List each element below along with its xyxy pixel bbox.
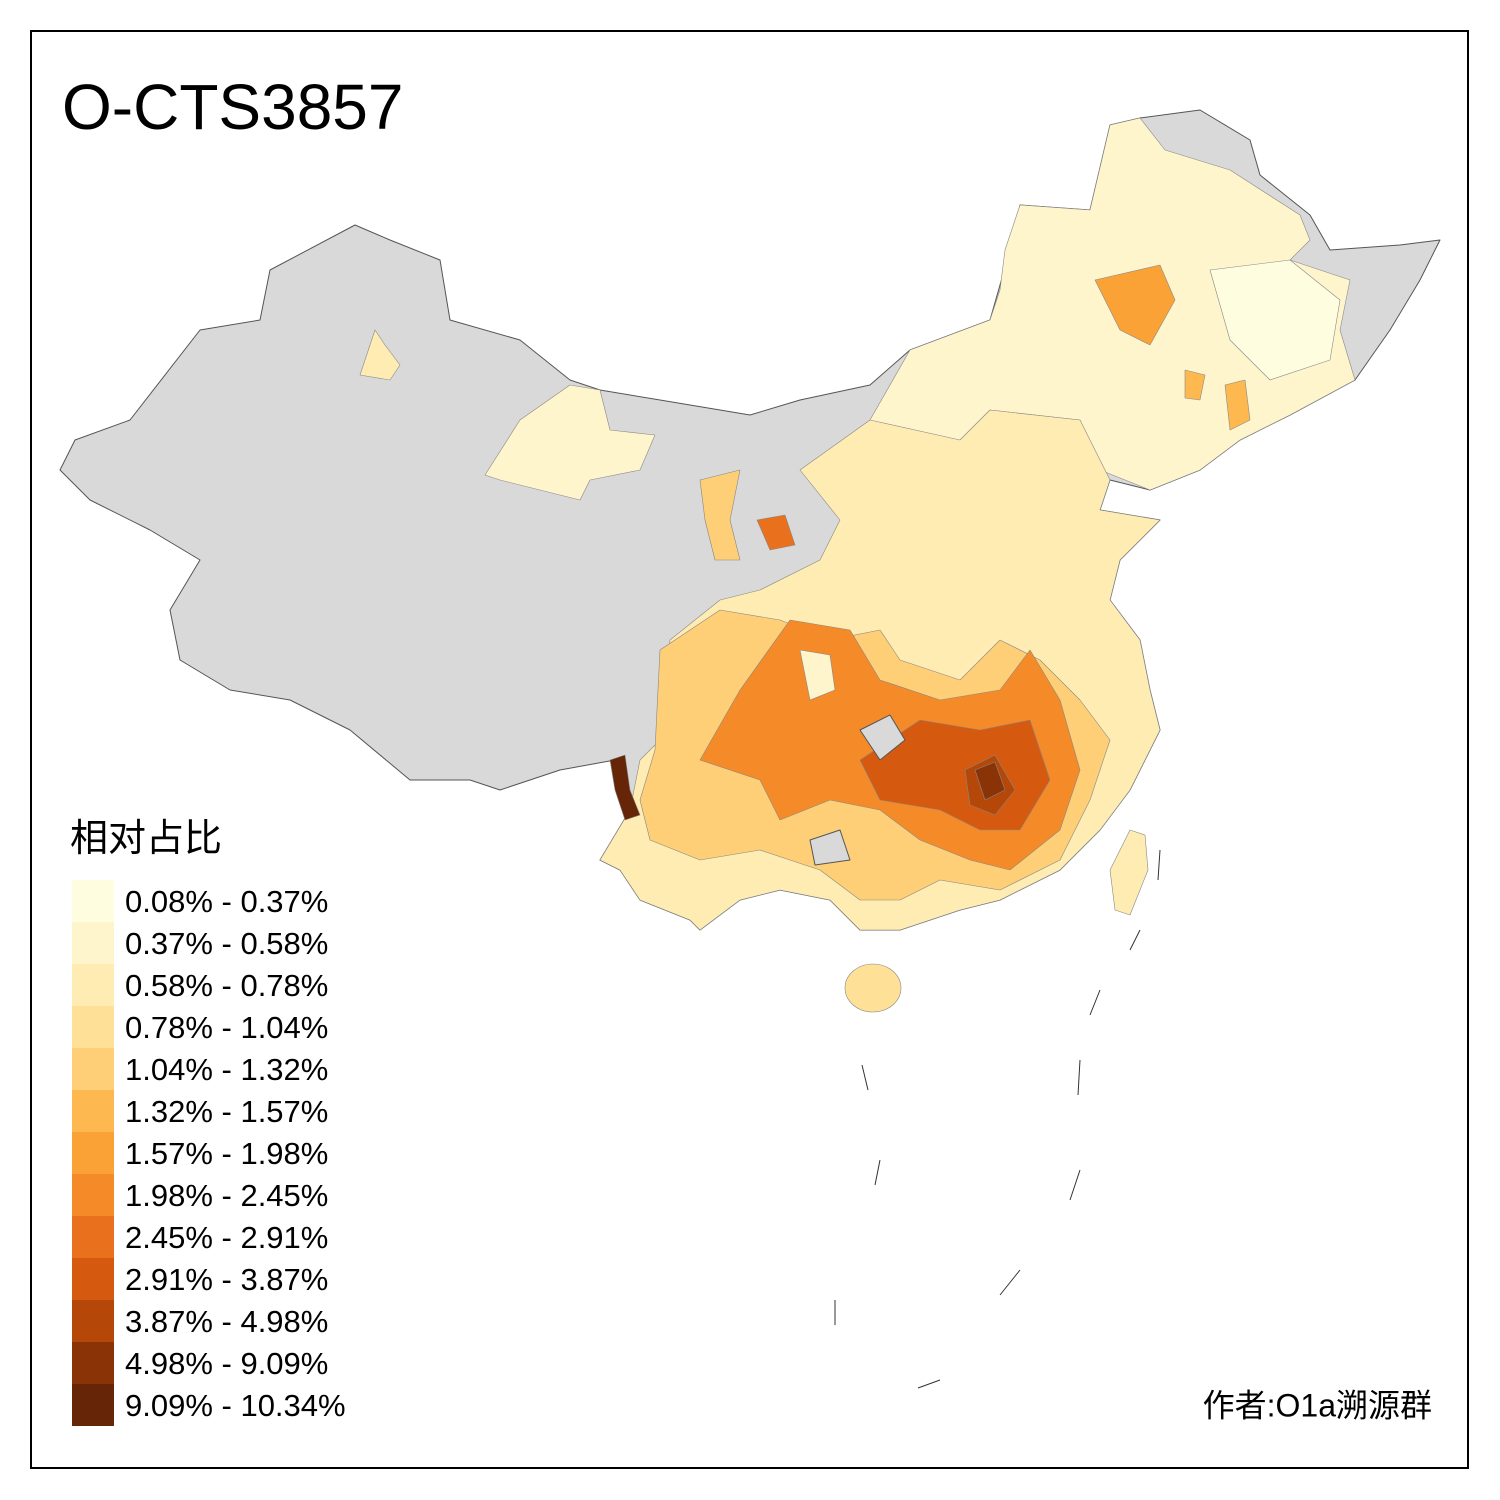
legend-label: 9.09% - 10.34% [125, 1388, 346, 1423]
legend-swatch [72, 1048, 114, 1090]
legend-swatch [72, 880, 114, 922]
region [1224, 379, 1251, 431]
legend-label: 3.87% - 4.98% [125, 1304, 328, 1339]
legend-swatch [72, 1258, 114, 1300]
legend-swatch [72, 1216, 114, 1258]
region [1094, 264, 1176, 346]
legend-label: 1.04% - 1.32% [125, 1052, 328, 1087]
region [974, 761, 1006, 801]
legend-swatch [72, 922, 114, 964]
legend-label: 0.78% - 1.04% [125, 1010, 328, 1045]
island-marks [834, 849, 1161, 1389]
legend-swatch [72, 1006, 114, 1048]
region [484, 384, 656, 501]
region [699, 469, 741, 561]
legend-label: 2.91% - 3.87% [125, 1262, 328, 1297]
map [59, 109, 1441, 1389]
legend-label: 1.57% - 1.98% [125, 1136, 328, 1171]
legend-label: 1.98% - 2.45% [125, 1178, 328, 1213]
region [1109, 829, 1149, 916]
legend-label: 0.58% - 0.78% [125, 968, 328, 1003]
legend-title: 相对占比 [70, 818, 222, 860]
legend-label: 1.32% - 1.57% [125, 1094, 328, 1129]
legend-swatch [72, 964, 114, 1006]
region [799, 649, 836, 701]
legend-label: 0.08% - 0.37% [125, 884, 328, 919]
region [844, 963, 902, 1013]
region [756, 514, 796, 551]
legend-label: 0.37% - 0.58% [125, 926, 328, 961]
region [1184, 369, 1206, 401]
legend-swatch [72, 1384, 114, 1426]
author-credit: 作者:O1a溯源群 [1203, 1387, 1432, 1423]
legend-swatch [72, 1300, 114, 1342]
region [1209, 259, 1341, 381]
region-no-data [809, 829, 851, 866]
legend: 0.08% - 0.37% 0.37% - 0.58% 0.58% - 0.78% 0… [72, 880, 346, 1426]
map-title: O-CTS3857 [62, 71, 403, 143]
legend-label: 2.45% - 2.91% [125, 1220, 328, 1255]
region [609, 754, 641, 821]
region [359, 329, 401, 381]
legend-label: 4.98% - 9.09% [125, 1346, 328, 1381]
legend-swatch [72, 1342, 114, 1384]
legend-swatch [72, 1174, 114, 1216]
region-no-data [859, 714, 906, 761]
legend-swatch [72, 1090, 114, 1132]
legend-swatch [72, 1132, 114, 1174]
